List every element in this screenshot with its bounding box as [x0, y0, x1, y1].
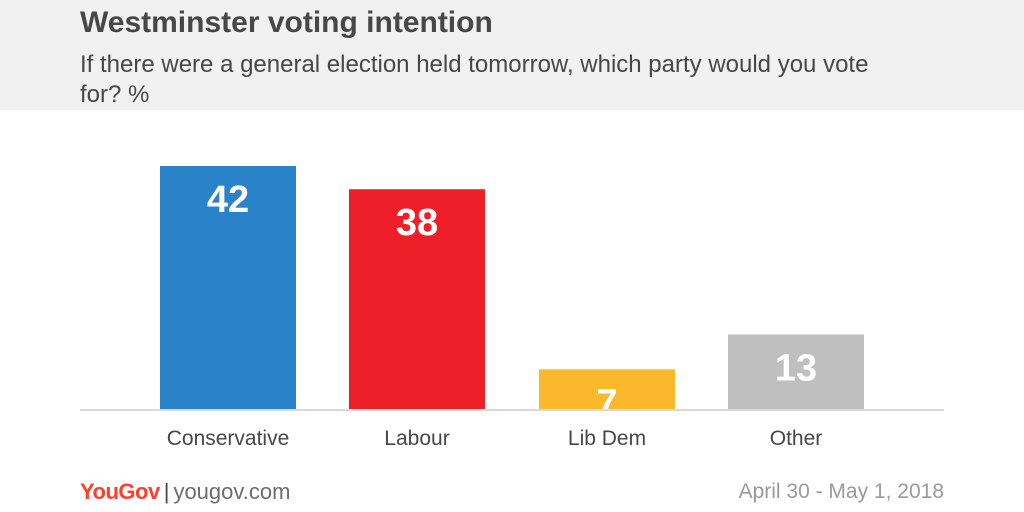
bar-labour	[349, 189, 485, 410]
bar-other	[728, 334, 864, 410]
data-label-other: 13	[775, 347, 817, 389]
data-label-conservative: 42	[207, 179, 249, 221]
footer-site-link[interactable]: yougov.com	[173, 479, 291, 504]
data-label-lib-dem: 7	[596, 382, 617, 424]
bar-conservative	[160, 166, 296, 410]
yougov-logo: YouGov	[80, 479, 160, 504]
chart-title: Westminster voting intention	[80, 6, 493, 39]
chart-header: Westminster voting intention If there we…	[0, 0, 1024, 110]
footer-separator: |	[163, 479, 170, 504]
category-label-other: Other	[770, 427, 823, 450]
category-label-labour: Labour	[384, 427, 449, 450]
bars-group: 42 Conservative 38 Labour 7 Lib Dem 13 Other	[160, 166, 864, 450]
data-label-labour: 38	[396, 202, 438, 244]
chart-subtitle: If there were a general election held to…	[80, 51, 869, 108]
category-label-lib-dem: Lib Dem	[568, 427, 646, 450]
category-label-conservative: Conservative	[167, 427, 290, 450]
bar-lib-dem	[539, 369, 675, 410]
bar-chart: 42 Conservative 38 Labour 7 Lib Dem 13 Other	[80, 166, 944, 450]
fieldwork-date: April 30 - May 1, 2018	[738, 480, 944, 503]
footer-brand: YouGov | yougov.com	[80, 479, 290, 505]
